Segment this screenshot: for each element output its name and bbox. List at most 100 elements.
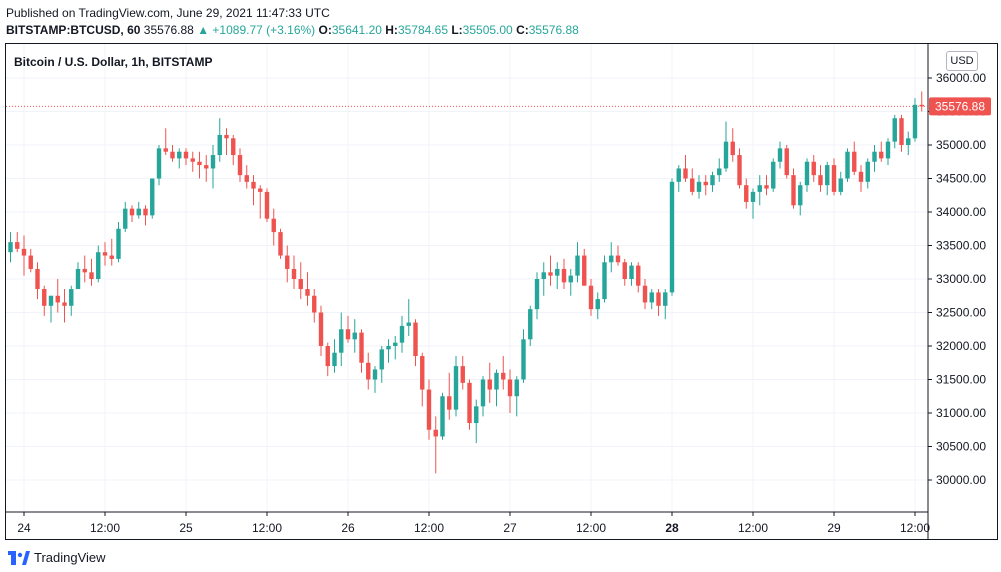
candle-body (845, 151, 850, 179)
candle-body (42, 289, 47, 306)
candle-body (507, 379, 513, 397)
candle-body (8, 242, 13, 253)
candle-body (440, 396, 445, 437)
close-label: C: (516, 23, 529, 37)
candle-body (48, 295, 54, 306)
price-tick-label: 35000.00 (936, 138, 986, 152)
candle-body (629, 265, 634, 279)
candle-body (892, 118, 897, 142)
candle-body (339, 329, 344, 353)
candle-body (568, 275, 573, 283)
candle-body (804, 161, 810, 186)
candle-body (467, 382, 472, 424)
candle-body (183, 151, 189, 159)
candle-body (885, 141, 891, 159)
candle-body (55, 295, 60, 303)
candle-body (548, 272, 553, 276)
candle-body (264, 191, 270, 219)
candle-body (825, 165, 830, 186)
candle-body (170, 151, 175, 159)
price-tick-label: 33500.00 (936, 239, 986, 253)
candle-body (696, 181, 702, 192)
price-tick-label: 32500.00 (936, 306, 986, 320)
candle-body (278, 232, 283, 256)
candle-body (764, 185, 769, 189)
candle-body (609, 255, 614, 263)
candle-body (62, 302, 67, 306)
time-tick-label: 12:00 (738, 521, 768, 535)
candle-body (690, 178, 695, 192)
price-tick-label: 31000.00 (936, 406, 986, 420)
low-value: 35505.00 (462, 23, 513, 37)
candle-body (703, 181, 708, 186)
chart-frame (5, 43, 998, 540)
candle-body (663, 292, 668, 306)
candle-body (291, 268, 297, 279)
time-tick-label: 27 (503, 521, 517, 535)
candle-body (143, 208, 148, 216)
candle-body (399, 325, 405, 343)
time-tick-label: 28 (665, 521, 679, 535)
price-tick-label: 34000.00 (936, 205, 986, 219)
candle-body (150, 178, 155, 216)
candle-body (453, 366, 459, 410)
candle-body (156, 148, 162, 179)
candle-body (784, 148, 789, 176)
candle-body (244, 175, 249, 182)
candle-body (447, 396, 452, 410)
candle-body (89, 272, 94, 279)
price-tick-label: 30000.00 (936, 473, 986, 487)
candle-body (730, 141, 735, 156)
candle-body (366, 362, 371, 380)
candle-body (555, 268, 560, 276)
time-tick-label: 12:00 (576, 521, 606, 535)
symbol-label: BITSTAMP:BTCUSD, 60 (6, 23, 141, 37)
candle-body (231, 138, 236, 156)
time-tick-label: 26 (341, 521, 355, 535)
candle-body (615, 255, 621, 263)
candle-body (332, 352, 337, 367)
candle-body (683, 168, 688, 179)
candle-body (582, 255, 587, 286)
candle-body (541, 272, 546, 279)
candle-body (737, 155, 742, 186)
candle-body (906, 138, 911, 145)
candle-body (838, 178, 843, 192)
candle-body (352, 332, 357, 340)
candle-body (899, 118, 904, 145)
time-tick-label: 25 (179, 521, 193, 535)
currency-button[interactable]: USD (946, 51, 978, 71)
candle-body (622, 262, 627, 279)
candle-body (237, 155, 243, 176)
candle-body (129, 208, 135, 216)
candle-body (865, 161, 870, 182)
candle-body (345, 329, 351, 340)
candle-body (771, 161, 776, 189)
low-label: L: (451, 23, 463, 37)
candle-body (757, 185, 762, 192)
candle-body (285, 255, 290, 269)
price-tick-label: 32000.00 (936, 339, 986, 353)
last-price-tag-label: 35576.88 (935, 99, 985, 113)
candle-body (831, 165, 837, 192)
candle-body (359, 332, 364, 363)
candle-body (177, 151, 182, 159)
candle-body (75, 268, 81, 290)
candle-body (514, 379, 519, 397)
candle-body (534, 279, 540, 310)
candle-body (521, 339, 526, 380)
ohlc-legend: BITSTAMP:BTCUSD, 60 35576.88 ▲ +1089.77 … (6, 23, 579, 37)
candle-body (480, 379, 486, 407)
candle-body (136, 208, 141, 216)
price-tick-label: 34500.00 (936, 172, 986, 186)
candle-body (251, 181, 256, 189)
published-line: Published on TradingView.com, June 29, 2… (6, 6, 330, 20)
price-tick-label: 36000.00 (936, 71, 986, 85)
candle-body (35, 268, 40, 290)
close-value: 35576.88 (528, 23, 579, 37)
candle-body (528, 309, 533, 340)
candle-body (723, 141, 729, 169)
candle-body (811, 161, 816, 176)
candle-body (858, 171, 864, 182)
